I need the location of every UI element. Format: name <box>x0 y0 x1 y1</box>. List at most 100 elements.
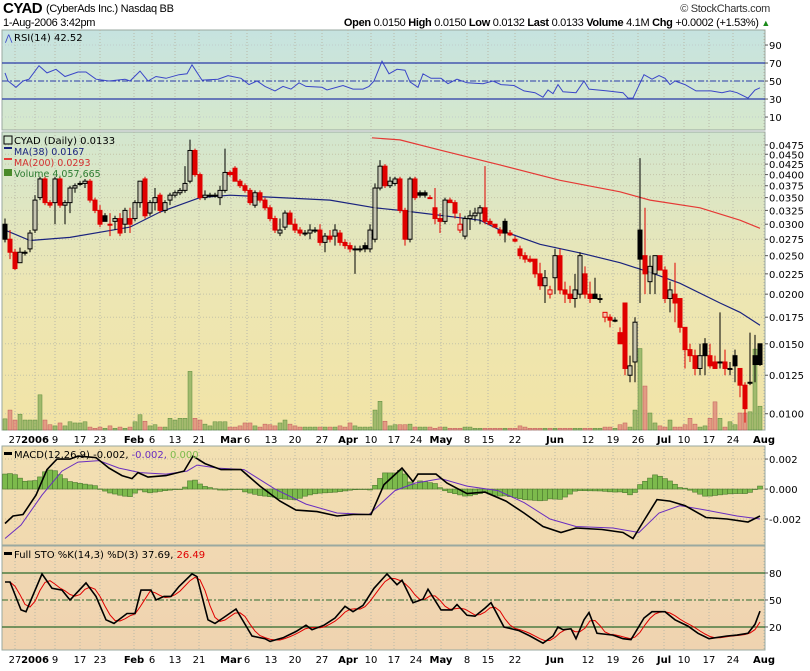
date-tick-label: 17 <box>703 435 716 446</box>
price-candle <box>377 160 383 191</box>
volume-bar <box>77 422 83 431</box>
price-candle <box>497 227 503 237</box>
candle-body <box>212 194 218 197</box>
price-candle <box>142 176 148 219</box>
sto-axis-label: 80 <box>769 569 782 580</box>
price-axis-label: 0.0325 <box>769 206 804 217</box>
price-candle <box>67 185 73 214</box>
volume-bar <box>437 426 443 431</box>
price-candle <box>537 262 543 290</box>
volume-bar <box>127 426 133 431</box>
volume-bar <box>342 426 348 431</box>
price-candle <box>137 180 143 208</box>
volume-bar <box>552 427 558 431</box>
volume-bar <box>597 427 603 431</box>
price-candle <box>742 382 748 423</box>
price-candle <box>17 247 23 264</box>
price-candle <box>512 236 518 243</box>
macd-histogram-bar <box>2 473 8 490</box>
volume-bar <box>257 426 263 431</box>
volume-bar <box>527 427 533 431</box>
candle-body <box>727 367 733 370</box>
volume-bar <box>7 409 13 431</box>
volume-bar <box>457 427 463 431</box>
price-candle <box>397 176 403 214</box>
price-candle <box>482 166 488 225</box>
sto-axis-label: 50 <box>769 596 782 607</box>
volume-bar <box>507 427 513 431</box>
volume-bar <box>417 426 423 431</box>
price-candle <box>177 188 183 196</box>
candle-body <box>47 202 53 206</box>
volume-bar <box>617 424 623 431</box>
price-candle <box>702 338 708 376</box>
macd-histogram-bar <box>602 488 608 492</box>
price-candle <box>572 273 578 308</box>
macd-histogram-bar <box>22 480 28 490</box>
candle-body <box>127 218 133 225</box>
candle-body <box>622 302 628 369</box>
ma38-legend-icon <box>4 147 12 149</box>
volume-bar <box>132 421 138 431</box>
volume-bar <box>172 419 178 431</box>
volume-bar <box>612 427 618 431</box>
date-tick-label: 6 <box>149 655 155 666</box>
volume-bar <box>67 421 73 431</box>
volume-bar <box>47 424 53 431</box>
sto-legend-icon <box>4 552 12 555</box>
volume-bar <box>22 419 28 431</box>
macd-histogram-bar <box>607 488 613 493</box>
price-candle <box>657 255 663 271</box>
macd-histogram-bar <box>587 488 593 492</box>
macd-histogram-bar <box>707 488 713 497</box>
date-tick-label: Apr <box>338 655 358 666</box>
volume-bar <box>647 412 653 431</box>
candle-body <box>577 255 583 295</box>
macd-histogram-bar <box>182 486 188 490</box>
volume-bar <box>262 423 268 431</box>
price-candle <box>357 245 363 253</box>
candle-body <box>402 209 408 240</box>
chart-header: CYAD (CyberAds Inc.) Nasdaq BB © StockCh… <box>0 0 810 30</box>
candle-body <box>97 209 103 225</box>
date-tick-label: 20 <box>289 435 302 446</box>
volume-bar <box>682 424 688 431</box>
price-candle <box>122 207 128 234</box>
price-candle <box>597 294 603 304</box>
volume-bar <box>62 425 68 431</box>
volume-legend-icon <box>4 169 12 176</box>
candle-body <box>242 185 248 191</box>
candle-body <box>662 269 668 300</box>
candle-body <box>477 207 483 214</box>
price-candle <box>682 326 688 369</box>
date-tick-label: 12 <box>582 435 595 446</box>
macd-histogram-bar <box>642 480 648 490</box>
candle-body <box>152 197 158 204</box>
price-candle <box>457 213 463 234</box>
price-candle <box>712 355 718 369</box>
candle-body <box>157 194 163 211</box>
macd-histogram-bar <box>537 488 543 502</box>
candle-body <box>657 255 663 271</box>
date-tick-label: 24 <box>727 655 740 666</box>
price-candle <box>52 176 58 225</box>
volume-bar <box>492 427 498 431</box>
price-candle <box>552 248 558 295</box>
macd-histogram-bar <box>637 484 643 490</box>
volume-bar <box>727 421 733 431</box>
volume-bar <box>497 427 503 431</box>
copyright[interactable]: © StockCharts.com <box>680 3 770 15</box>
price-candle <box>642 207 648 295</box>
candle-body <box>387 180 393 187</box>
price-candle <box>192 148 198 177</box>
price-candle <box>37 176 43 201</box>
date-tick-label: 24 <box>727 435 740 446</box>
candle-body <box>452 202 458 214</box>
price-candle <box>612 317 618 323</box>
volume-bar <box>192 418 198 431</box>
date-tick-label: 10 <box>678 655 691 666</box>
volume-bar <box>332 426 338 431</box>
volume-bar <box>432 427 438 431</box>
candle-body <box>147 202 153 214</box>
volume-bar <box>92 427 98 431</box>
